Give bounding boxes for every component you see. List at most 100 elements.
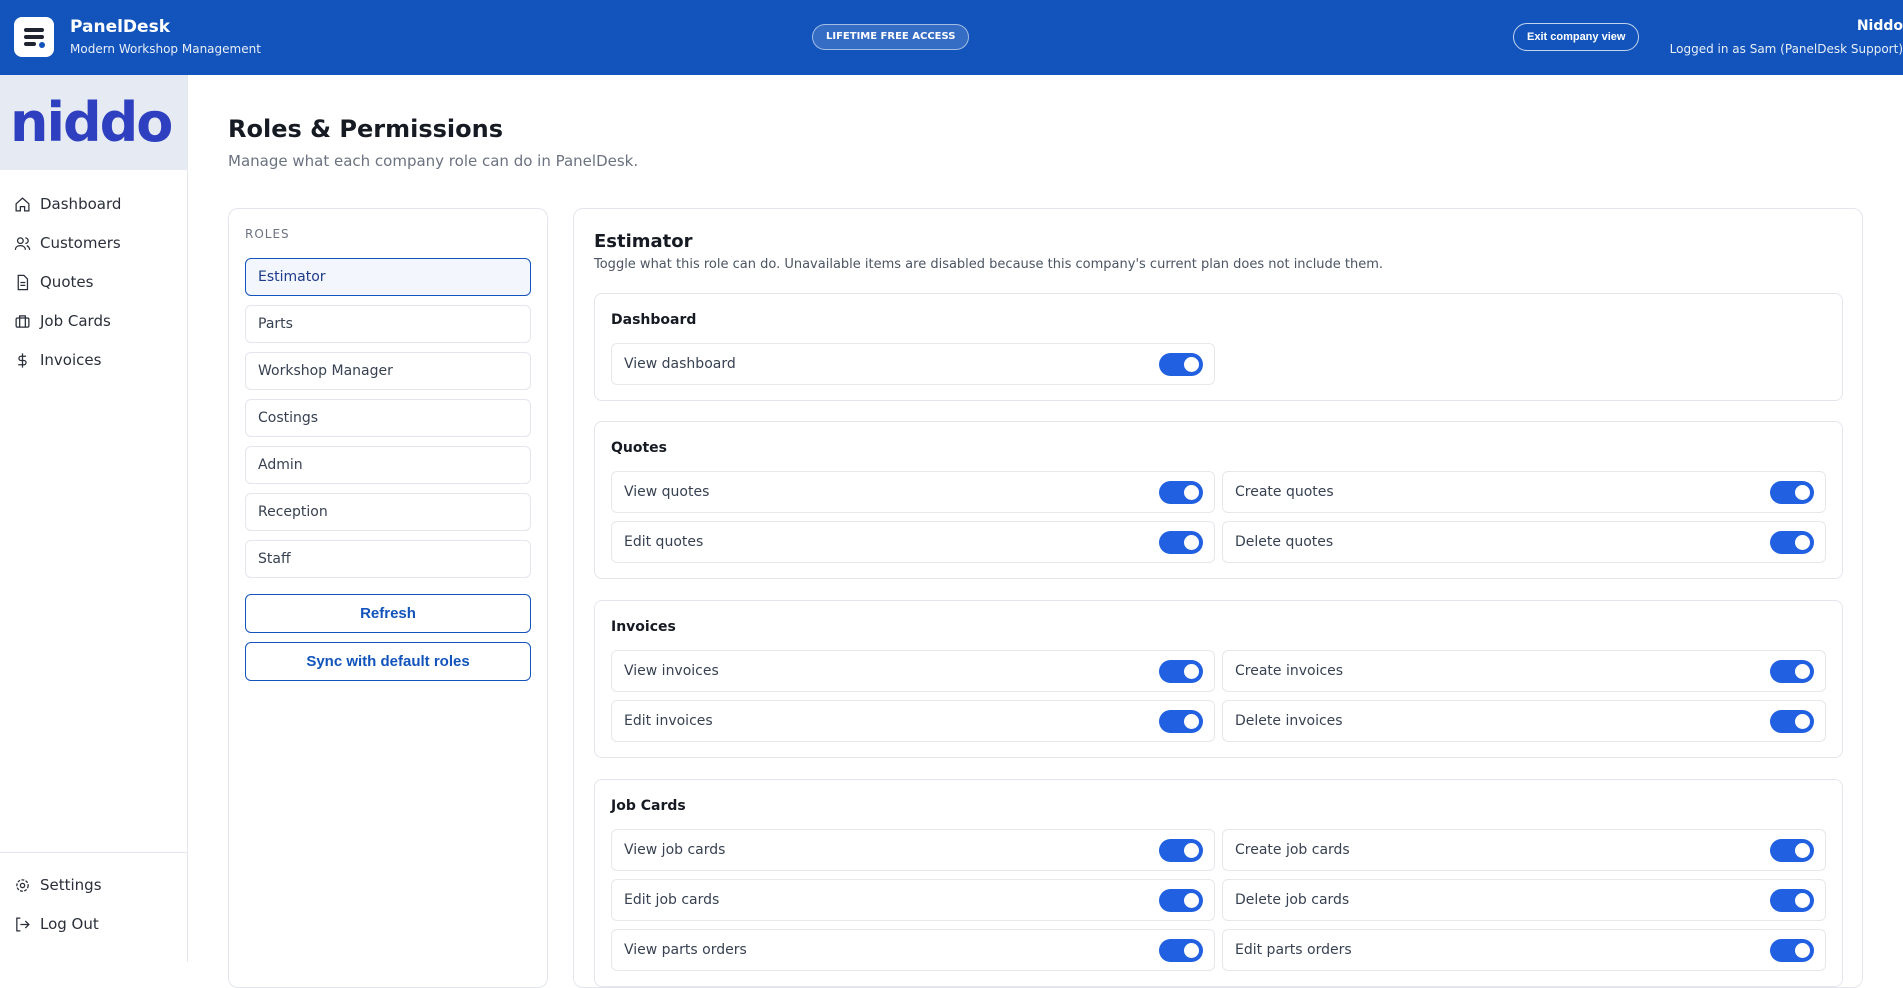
- role-permissions-panel: Estimator Toggle what this role can do. …: [573, 208, 1863, 988]
- home-icon: [15, 196, 30, 212]
- page-subtitle: Manage what each company role can do in …: [228, 152, 639, 170]
- sync-default-roles-button[interactable]: Sync with default roles: [245, 642, 531, 681]
- app-name: PanelDesk: [70, 17, 170, 37]
- users-icon: [14, 236, 31, 250]
- sidebar-item-log-out[interactable]: Log Out: [14, 915, 99, 933]
- sidebar-item-invoices[interactable]: Invoices: [14, 351, 101, 369]
- permission-label: Edit job cards: [624, 892, 720, 908]
- sidebar-item-quotes[interactable]: Quotes: [14, 273, 93, 291]
- permission-toggle[interactable]: [1770, 939, 1814, 962]
- role-description: Toggle what this role can do. Unavailabl…: [594, 257, 1384, 272]
- permission-row: Edit quotes: [611, 521, 1215, 563]
- permission-toggle[interactable]: [1159, 531, 1203, 554]
- role-title: Estimator: [594, 231, 693, 252]
- permission-toggle[interactable]: [1159, 939, 1203, 962]
- permission-label: Edit invoices: [624, 713, 713, 729]
- gear-icon: [16, 878, 29, 892]
- permission-section-dashboard: Dashboard View dashboard: [594, 293, 1843, 401]
- company-logo-text: niddo: [10, 91, 173, 154]
- permission-row: View quotes: [611, 471, 1215, 513]
- sidebar-item-label: Dashboard: [40, 195, 122, 213]
- permission-row: Delete invoices: [1222, 700, 1826, 742]
- sidebar-item-label: Invoices: [40, 351, 102, 369]
- permission-label: Delete job cards: [1235, 892, 1350, 908]
- permission-label: Delete invoices: [1235, 713, 1343, 729]
- sidebar-item-label: Settings: [40, 876, 102, 894]
- permission-label: Edit quotes: [624, 534, 704, 550]
- permission-row: Delete quotes: [1222, 521, 1826, 563]
- permission-row: Create invoices: [1222, 650, 1826, 692]
- permission-toggle[interactable]: [1770, 660, 1814, 683]
- document-icon: [17, 274, 29, 290]
- permission-label: Delete quotes: [1235, 534, 1334, 550]
- permission-toggle[interactable]: [1770, 481, 1814, 504]
- permission-row: View parts orders: [611, 929, 1215, 971]
- top-header: PanelDesk Modern Workshop Management LIF…: [0, 0, 1903, 75]
- dollar-icon: [18, 352, 27, 368]
- permission-toggle[interactable]: [1159, 710, 1203, 733]
- permission-row: Edit parts orders: [1222, 929, 1826, 971]
- role-item-staff[interactable]: Staff: [245, 540, 531, 578]
- sidebar-item-label: Job Cards: [40, 312, 111, 330]
- permission-row: Delete job cards: [1222, 879, 1826, 921]
- permission-section-quotes: Quotes View quotes Create quotes Edit quote…: [594, 421, 1843, 579]
- section-title: Quotes: [611, 440, 668, 456]
- role-item-estimator[interactable]: Estimator: [245, 258, 531, 296]
- refresh-button[interactable]: Refresh: [245, 594, 531, 633]
- section-title: Dashboard: [611, 312, 697, 328]
- permission-row: Edit invoices: [611, 700, 1215, 742]
- page-title: Roles & Permissions: [228, 115, 503, 143]
- company-name: Niddo: [1856, 18, 1903, 34]
- role-item-reception[interactable]: Reception: [245, 493, 531, 531]
- permission-toggle[interactable]: [1159, 660, 1203, 683]
- permission-toggle[interactable]: [1770, 889, 1814, 912]
- permission-row: Create quotes: [1222, 471, 1826, 513]
- permission-toggle[interactable]: [1159, 481, 1203, 504]
- permission-label: View parts orders: [624, 942, 747, 958]
- briefcase-icon: [15, 314, 30, 328]
- app-logo-icon: [14, 17, 54, 57]
- permission-label: Create job cards: [1235, 842, 1350, 858]
- sidebar-item-label: Quotes: [40, 273, 94, 291]
- permission-row: View invoices: [611, 650, 1215, 692]
- permission-row: Edit job cards: [611, 879, 1215, 921]
- sidebar-item-settings[interactable]: Settings: [14, 876, 102, 894]
- permission-label: Edit parts orders: [1235, 942, 1352, 958]
- role-item-admin[interactable]: Admin: [245, 446, 531, 484]
- roles-label: ROLES: [245, 227, 290, 241]
- section-title: Job Cards: [611, 798, 686, 814]
- logout-icon: [16, 916, 30, 932]
- permission-label: View invoices: [624, 663, 719, 679]
- sidebar-item-label: Log Out: [40, 915, 99, 933]
- permission-toggle[interactable]: [1159, 889, 1203, 912]
- sidebar: niddo Dashboard Customers Quotes Job Car…: [0, 75, 188, 962]
- permission-label: View dashboard: [624, 356, 736, 372]
- section-title: Invoices: [611, 619, 676, 635]
- sidebar-item-customers[interactable]: Customers: [14, 234, 121, 252]
- plan-badge: LIFETIME FREE ACCESS: [812, 24, 970, 50]
- logged-in-text: Logged in as Sam (PanelDesk Support): [1669, 42, 1903, 56]
- sidebar-item-job-cards[interactable]: Job Cards: [14, 312, 111, 330]
- permission-label: Create invoices: [1235, 663, 1344, 679]
- permission-section-invoices: Invoices View invoices Create invoices Edit…: [594, 600, 1843, 758]
- permission-row: View job cards: [611, 829, 1215, 871]
- permission-label: View job cards: [624, 842, 726, 858]
- permission-section-job-cards: Job Cards View job cards Create job cards E…: [594, 779, 1843, 987]
- permission-label: View quotes: [624, 484, 710, 500]
- permission-toggle[interactable]: [1159, 839, 1203, 862]
- role-item-workshop-manager[interactable]: Workshop Manager: [245, 352, 531, 390]
- permission-row: View dashboard: [611, 343, 1215, 385]
- sidebar-item-dashboard[interactable]: Dashboard: [14, 195, 121, 213]
- sidebar-item-label: Customers: [40, 234, 121, 252]
- permission-toggle[interactable]: [1770, 710, 1814, 733]
- permission-toggle[interactable]: [1770, 839, 1814, 862]
- permission-row: Create job cards: [1222, 829, 1826, 871]
- app-tagline: Modern Workshop Management: [70, 42, 261, 56]
- role-item-parts[interactable]: Parts: [245, 305, 531, 343]
- permission-toggle[interactable]: [1159, 353, 1203, 376]
- roles-panel: ROLES Estimator Parts Workshop Manager C…: [228, 208, 548, 988]
- sidebar-divider: [0, 852, 187, 853]
- permission-toggle[interactable]: [1770, 531, 1814, 554]
- role-item-costings[interactable]: Costings: [245, 399, 531, 437]
- exit-company-view-button[interactable]: Exit company view: [1513, 23, 1640, 51]
